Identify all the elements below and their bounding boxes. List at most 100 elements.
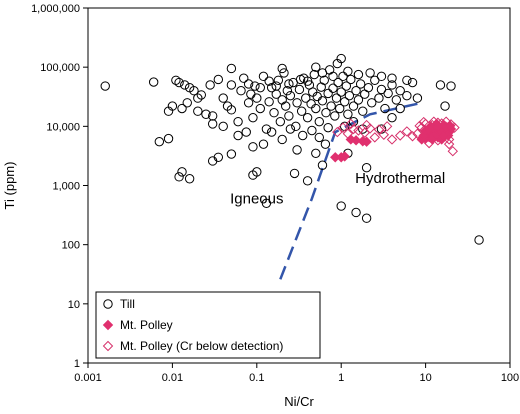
y-tick-label: 100 <box>62 240 80 252</box>
data-point <box>332 58 343 69</box>
data-point <box>295 74 306 85</box>
legend-box <box>95 291 321 359</box>
data-point <box>218 121 228 132</box>
data-point <box>261 198 272 209</box>
data-point <box>440 101 450 111</box>
x-tick-label: 0.001 <box>74 372 102 384</box>
data-point <box>314 132 324 143</box>
points-layer <box>100 53 484 245</box>
data-point <box>332 126 343 138</box>
data-point <box>350 135 362 146</box>
data-point <box>380 103 390 114</box>
data-point <box>226 80 237 90</box>
data-point <box>261 124 272 134</box>
data-point <box>374 93 384 103</box>
data-point <box>378 129 390 140</box>
data-point <box>269 107 279 118</box>
data-point <box>167 101 178 111</box>
data-point <box>189 86 199 96</box>
data-point <box>337 122 349 133</box>
data-point <box>348 101 359 111</box>
data-point <box>321 107 331 118</box>
data-point <box>423 123 435 135</box>
y-tick-label: 10 <box>68 299 80 311</box>
x-tick-label: 10 <box>419 372 431 384</box>
data-point <box>317 160 328 170</box>
data-point <box>320 139 331 149</box>
data-point <box>277 63 287 74</box>
data-point <box>338 71 348 82</box>
data-point <box>335 103 345 114</box>
data-point <box>236 86 246 96</box>
data-point <box>154 136 165 147</box>
data-point <box>394 130 406 141</box>
data-point <box>343 66 353 77</box>
data-point <box>306 99 316 109</box>
data-point <box>330 111 340 121</box>
data-point <box>474 235 484 245</box>
data-point <box>427 134 438 145</box>
data-point <box>435 80 446 90</box>
data-point <box>319 75 329 85</box>
data-point <box>336 87 346 97</box>
data-point <box>177 167 187 177</box>
data-point <box>311 62 321 72</box>
data-point <box>264 76 274 86</box>
data-point <box>353 69 364 80</box>
series-0 <box>100 53 484 245</box>
data-point <box>363 82 374 93</box>
data-point <box>302 176 313 186</box>
data-point <box>355 79 366 89</box>
data-point <box>353 125 364 136</box>
data-point <box>213 152 224 162</box>
legend-label: Till <box>120 297 135 311</box>
y-tick-label: 1 <box>74 358 80 370</box>
data-point <box>193 106 203 116</box>
data-point <box>255 103 265 114</box>
data-point <box>351 86 361 96</box>
data-point <box>343 109 353 119</box>
data-point <box>317 96 328 106</box>
data-point <box>285 90 296 101</box>
y-tick-label: 100,000 <box>40 62 80 74</box>
data-point <box>201 109 211 119</box>
data-point <box>345 118 357 130</box>
data-point <box>294 84 305 95</box>
data-point <box>264 97 274 107</box>
axes-layer: 0.001 0.01 0.1 1 10 100 1 10 100 1,000 10,000 100,0… <box>2 3 519 409</box>
legend-label: Mt. Polley <box>120 318 173 332</box>
data-point <box>196 90 207 100</box>
data-point <box>284 111 294 121</box>
data-point <box>443 138 455 150</box>
data-point <box>296 106 307 116</box>
data-point <box>258 71 269 82</box>
y-tick-label: 10,000 <box>46 121 80 133</box>
data-point <box>163 133 174 144</box>
data-point <box>311 148 321 159</box>
data-point <box>391 95 402 105</box>
data-point <box>266 82 277 93</box>
data-point <box>174 172 184 182</box>
data-point <box>346 74 356 85</box>
data-point <box>341 81 352 91</box>
data-point <box>246 89 256 99</box>
series-1 <box>330 118 457 163</box>
annotation-label: Igneous <box>230 190 283 207</box>
data-point <box>402 90 412 101</box>
data-point <box>285 124 296 134</box>
data-point <box>243 79 254 89</box>
data-point <box>311 103 321 114</box>
data-point <box>412 128 423 139</box>
data-point <box>339 97 350 107</box>
data-point <box>171 75 181 85</box>
data-point <box>241 127 251 137</box>
data-point <box>248 112 258 123</box>
data-point <box>360 89 370 99</box>
boundary-line <box>279 102 418 280</box>
data-point <box>266 127 277 137</box>
data-point <box>358 106 368 116</box>
data-point <box>447 145 459 157</box>
data-point <box>387 73 397 83</box>
data-point <box>317 68 328 78</box>
